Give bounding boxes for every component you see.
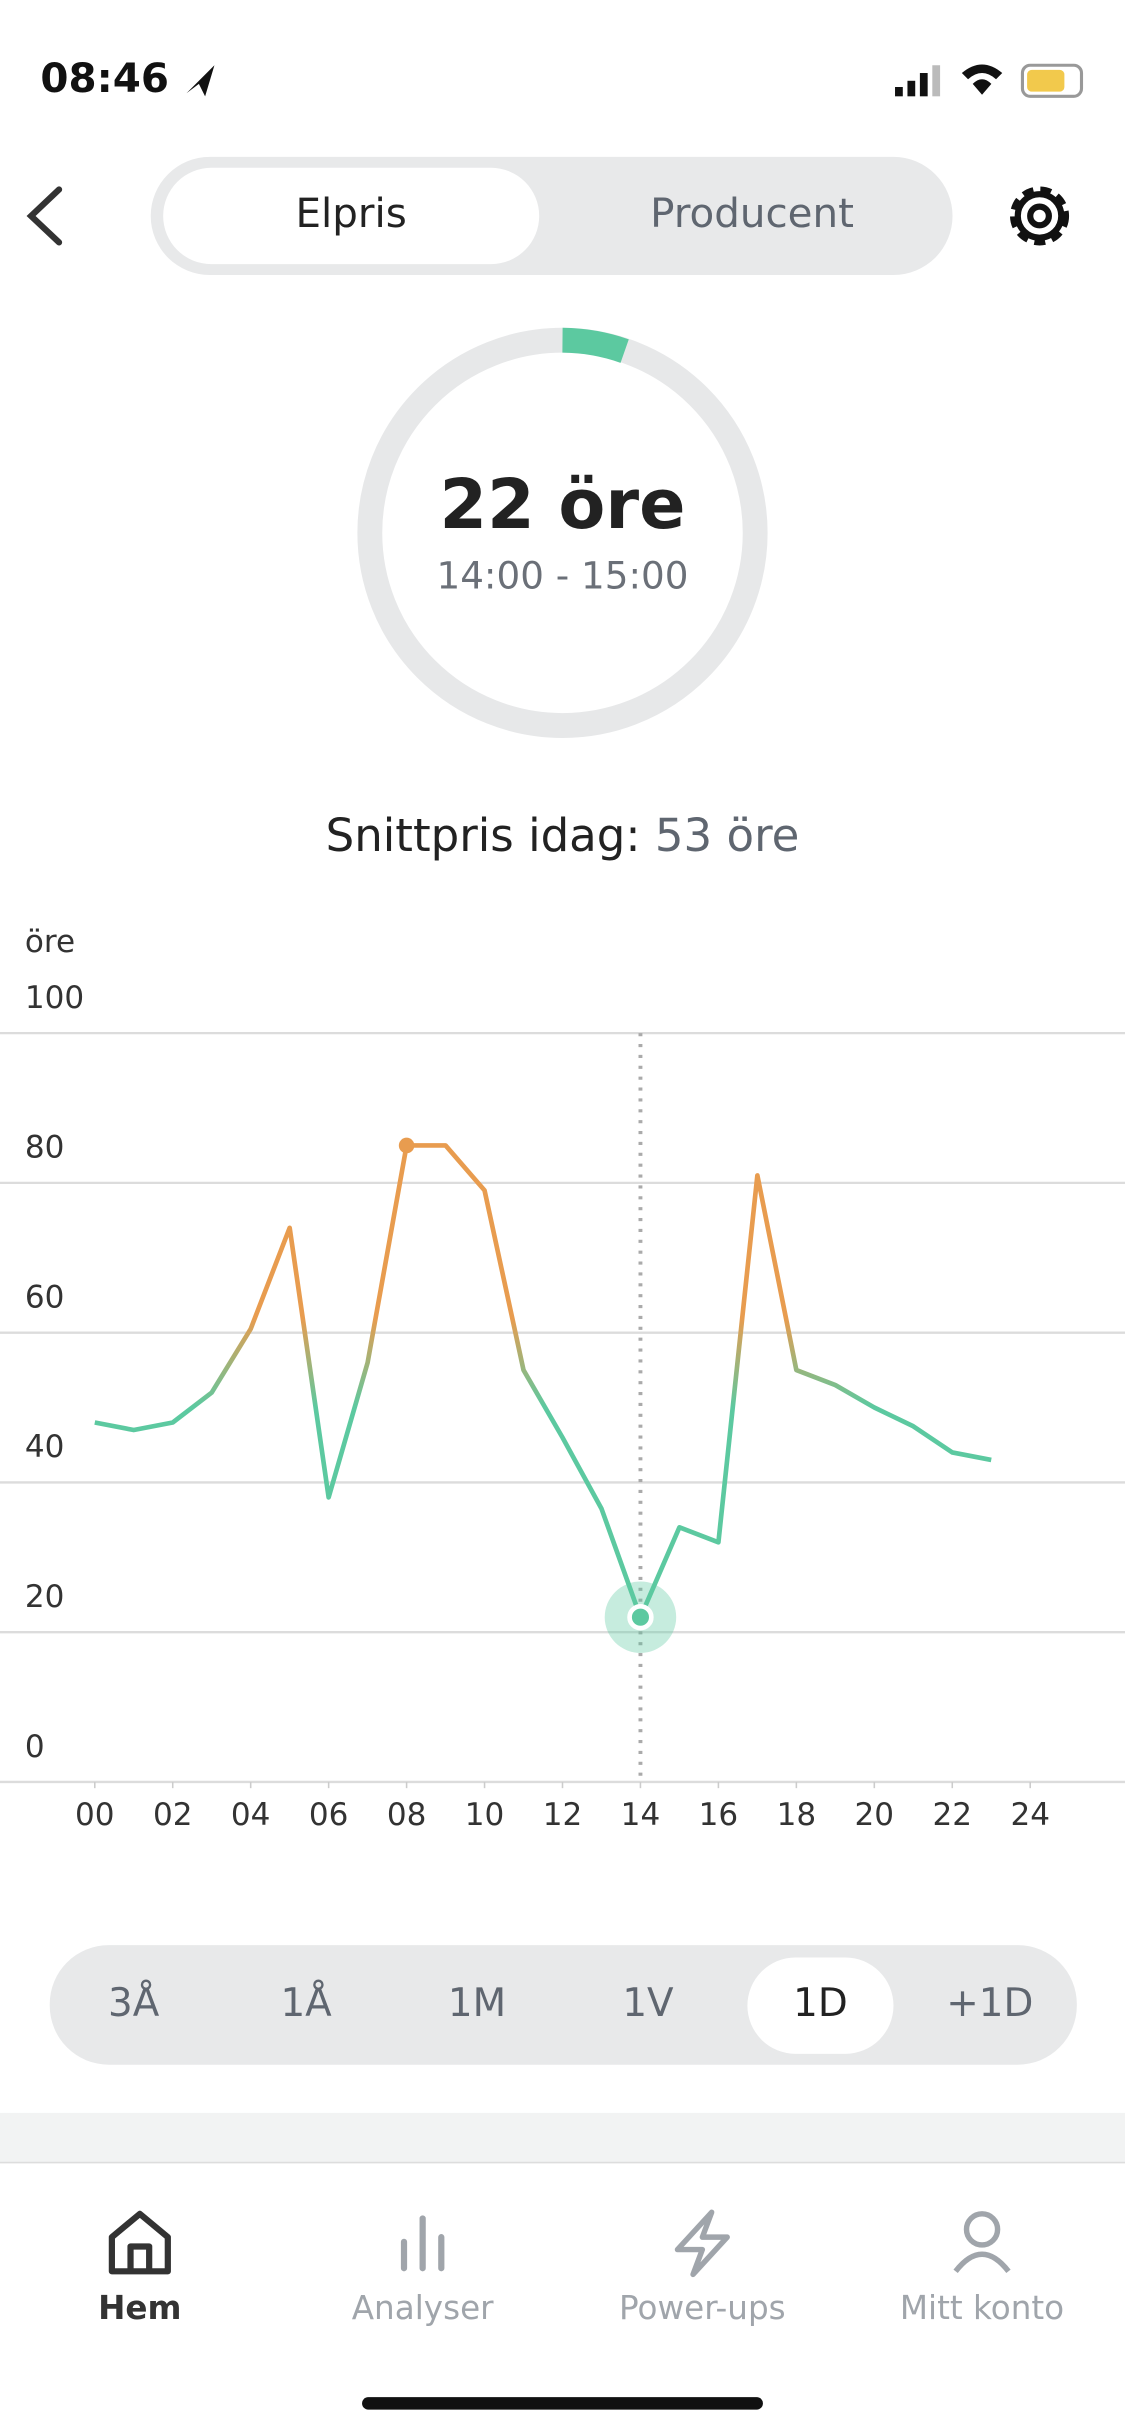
range-active	[747, 1957, 894, 2054]
home-icon[interactable]	[108, 2210, 171, 2275]
x-tick-label: 10	[465, 1797, 505, 1833]
account-icon[interactable]	[953, 2211, 1011, 2274]
range-button[interactable]: 1M	[448, 1981, 506, 2026]
divider	[0, 2112, 1125, 2163]
chart: 0 20 40 60 80 100 00 02 04 06 08 10 12 14 16 18 20 22 24	[0, 980, 1125, 1833]
status-time: 08:46	[40, 55, 169, 102]
price-line	[94, 1143, 992, 1620]
x-tick-label: 22	[932, 1797, 972, 1833]
tab-active	[163, 167, 540, 265]
battery-icon	[1020, 63, 1084, 98]
nav-label[interactable]: Hem	[98, 2289, 181, 2327]
gauge-arc	[562, 327, 629, 363]
x-tick-label: 06	[309, 1797, 349, 1833]
y-axis-label: öre	[25, 924, 75, 960]
x-tick-label: 00	[75, 1797, 115, 1833]
battery-level	[1027, 69, 1065, 92]
nav-label[interactable]: Analyser	[352, 2289, 494, 2327]
location-icon	[186, 65, 215, 97]
home-indicator	[362, 2397, 763, 2410]
y-tick-label: 60	[25, 1279, 65, 1315]
range-selector	[49, 1945, 1077, 2065]
range-button[interactable]: +1D	[946, 1981, 1033, 2026]
settings-button[interactable]	[1010, 186, 1070, 246]
back-button[interactable]	[26, 186, 63, 246]
range-button[interactable]: 1D	[793, 1981, 848, 2026]
y-tick-label: 40	[25, 1429, 65, 1465]
nav-label[interactable]: Mitt konto	[900, 2289, 1064, 2327]
average-price: Snittpris idag: 53 öre	[326, 809, 800, 862]
y-tick-label: 80	[25, 1130, 65, 1166]
selected-point[interactable]	[627, 1604, 654, 1631]
nav-label[interactable]: Power-ups	[619, 2289, 786, 2327]
x-tick-label: 04	[231, 1797, 271, 1833]
range-button[interactable]: 3Å	[108, 1979, 160, 2026]
range-button[interactable]: 1V	[622, 1981, 674, 2026]
current-price: 22 öre	[440, 466, 686, 545]
signal-icon	[895, 65, 941, 97]
x-tick-label: 20	[855, 1797, 895, 1833]
average-value: 53 öre	[655, 809, 799, 862]
analyser-icon[interactable]	[400, 2215, 445, 2272]
y-tick-label: 100	[25, 980, 84, 1016]
x-tick-label: 12	[543, 1797, 583, 1833]
x-tick-label: 08	[387, 1797, 427, 1833]
average-label: Snittpris idag:	[326, 809, 641, 862]
wifi-icon	[961, 64, 1003, 95]
x-tick-label: 18	[777, 1797, 817, 1833]
tab[interactable]: Producent	[650, 190, 854, 237]
x-tick-label: 02	[153, 1797, 193, 1833]
max-point	[398, 1137, 415, 1154]
range-button[interactable]: 1Å	[280, 1979, 332, 2026]
tab[interactable]: Elpris	[296, 190, 407, 237]
current-period: 14:00 - 15:00	[437, 553, 689, 597]
x-tick-label: 24	[1010, 1797, 1050, 1833]
y-tick-label: 20	[25, 1579, 65, 1615]
x-tick-label: 16	[699, 1797, 739, 1833]
powerups-icon[interactable]	[674, 2209, 730, 2278]
x-tick-label: 14	[621, 1797, 661, 1833]
y-tick-label: 0	[25, 1729, 45, 1765]
